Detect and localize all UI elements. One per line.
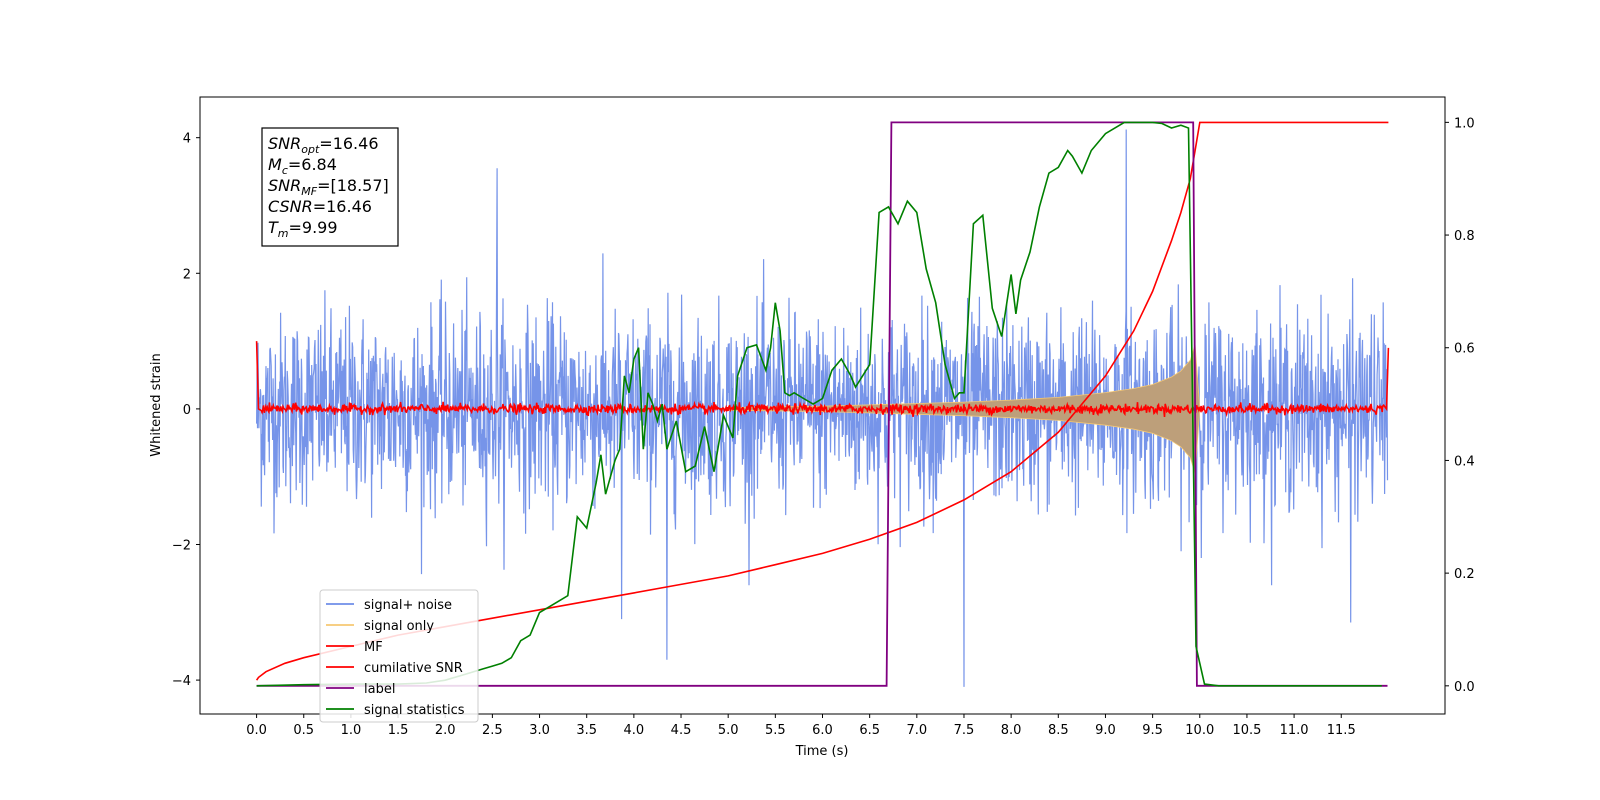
- y2-tick-label: 0.8: [1454, 229, 1475, 244]
- x-tick-label: 2.5: [482, 723, 503, 738]
- x-tick-label: 1.5: [388, 723, 409, 738]
- x-tick-label: 10.0: [1185, 723, 1214, 738]
- legend-label: signal statistics: [364, 703, 465, 718]
- axes: 0.0 0.5 1.0 1.5 2.0 2.5 3.0 3.5 4.0 4.5 5.0 5.5 6.0 6…: [172, 116, 1475, 738]
- y-tick-label: 4: [183, 132, 191, 147]
- y-tick-label: 0: [183, 403, 191, 418]
- annotation-line: CSNR=16.46: [268, 197, 372, 216]
- x-tick-label: 7.0: [906, 723, 927, 738]
- annotation-line: Tm=9.99: [268, 218, 338, 240]
- x-tick-label: 1.0: [341, 723, 362, 738]
- legend-label: cumilative SNR: [364, 661, 463, 676]
- x-tick-label: 0.5: [293, 723, 314, 738]
- x-tick-label: 9.0: [1095, 723, 1116, 738]
- y2-tick-label: 0.6: [1454, 342, 1475, 357]
- plot-area: [255, 121, 1390, 687]
- x-tick-label: 6.5: [859, 723, 880, 738]
- x-tick-label: 11.0: [1280, 723, 1309, 738]
- x-tick-label: 4.5: [671, 723, 692, 738]
- x-tick-label: 7.5: [954, 723, 975, 738]
- axes-frame: [199, 96, 1446, 715]
- x-tick-label: 8.0: [1001, 723, 1022, 738]
- x-axis-label: Time (s): [795, 744, 849, 759]
- annotation-line: SNRMF=[18.57]: [268, 176, 389, 198]
- y2-tick-label: 0.0: [1454, 680, 1475, 695]
- x-tick-label: 3.5: [576, 723, 597, 738]
- x-tick-label: 0.0: [246, 723, 267, 738]
- series-signal-noise: [256, 129, 1389, 687]
- series-signal-statistics: [256, 121, 1382, 687]
- y-tick-label: −2: [172, 538, 191, 553]
- stats-annotation-box: SNRopt=16.46Mc=6.84SNRMF=[18.57]CSNR=16.…: [261, 127, 399, 247]
- x-tick-label: 2.0: [435, 723, 456, 738]
- annotation-frame: [261, 127, 399, 247]
- x-tick-label: 6.0: [812, 723, 833, 738]
- x-tick-label: 3.0: [529, 723, 550, 738]
- annotation-line: Mc=6.84: [268, 155, 337, 177]
- x-tick-label: 10.5: [1232, 723, 1261, 738]
- legend-label: MF: [364, 640, 383, 655]
- y-axis-label: Whitened strain: [149, 353, 164, 456]
- x-tick-label: 5.5: [765, 723, 786, 738]
- x-tick-label: 11.5: [1327, 723, 1356, 738]
- annotation-line: SNRopt=16.46: [268, 134, 379, 156]
- legend-frame: [319, 589, 479, 723]
- y-tick-label: 2: [183, 267, 191, 282]
- x-tick-label: 5.0: [718, 723, 739, 738]
- legend: signal+ noise signal only MF cumilative SNR…: [319, 589, 479, 723]
- x-tick-label: 4.0: [624, 723, 645, 738]
- series-mf: [255, 341, 1390, 418]
- legend-label: label: [364, 682, 395, 697]
- x-tick-label: 9.5: [1142, 723, 1163, 738]
- x-tick-label: 8.5: [1048, 723, 1069, 738]
- legend-label: signal only: [364, 619, 434, 634]
- y2-tick-label: 1.0: [1454, 116, 1475, 131]
- legend-label: signal+ noise: [364, 598, 452, 613]
- y2-tick-label: 0.2: [1454, 567, 1475, 582]
- y2-tick-label: 0.4: [1454, 454, 1475, 469]
- y-tick-label: −4: [172, 674, 191, 689]
